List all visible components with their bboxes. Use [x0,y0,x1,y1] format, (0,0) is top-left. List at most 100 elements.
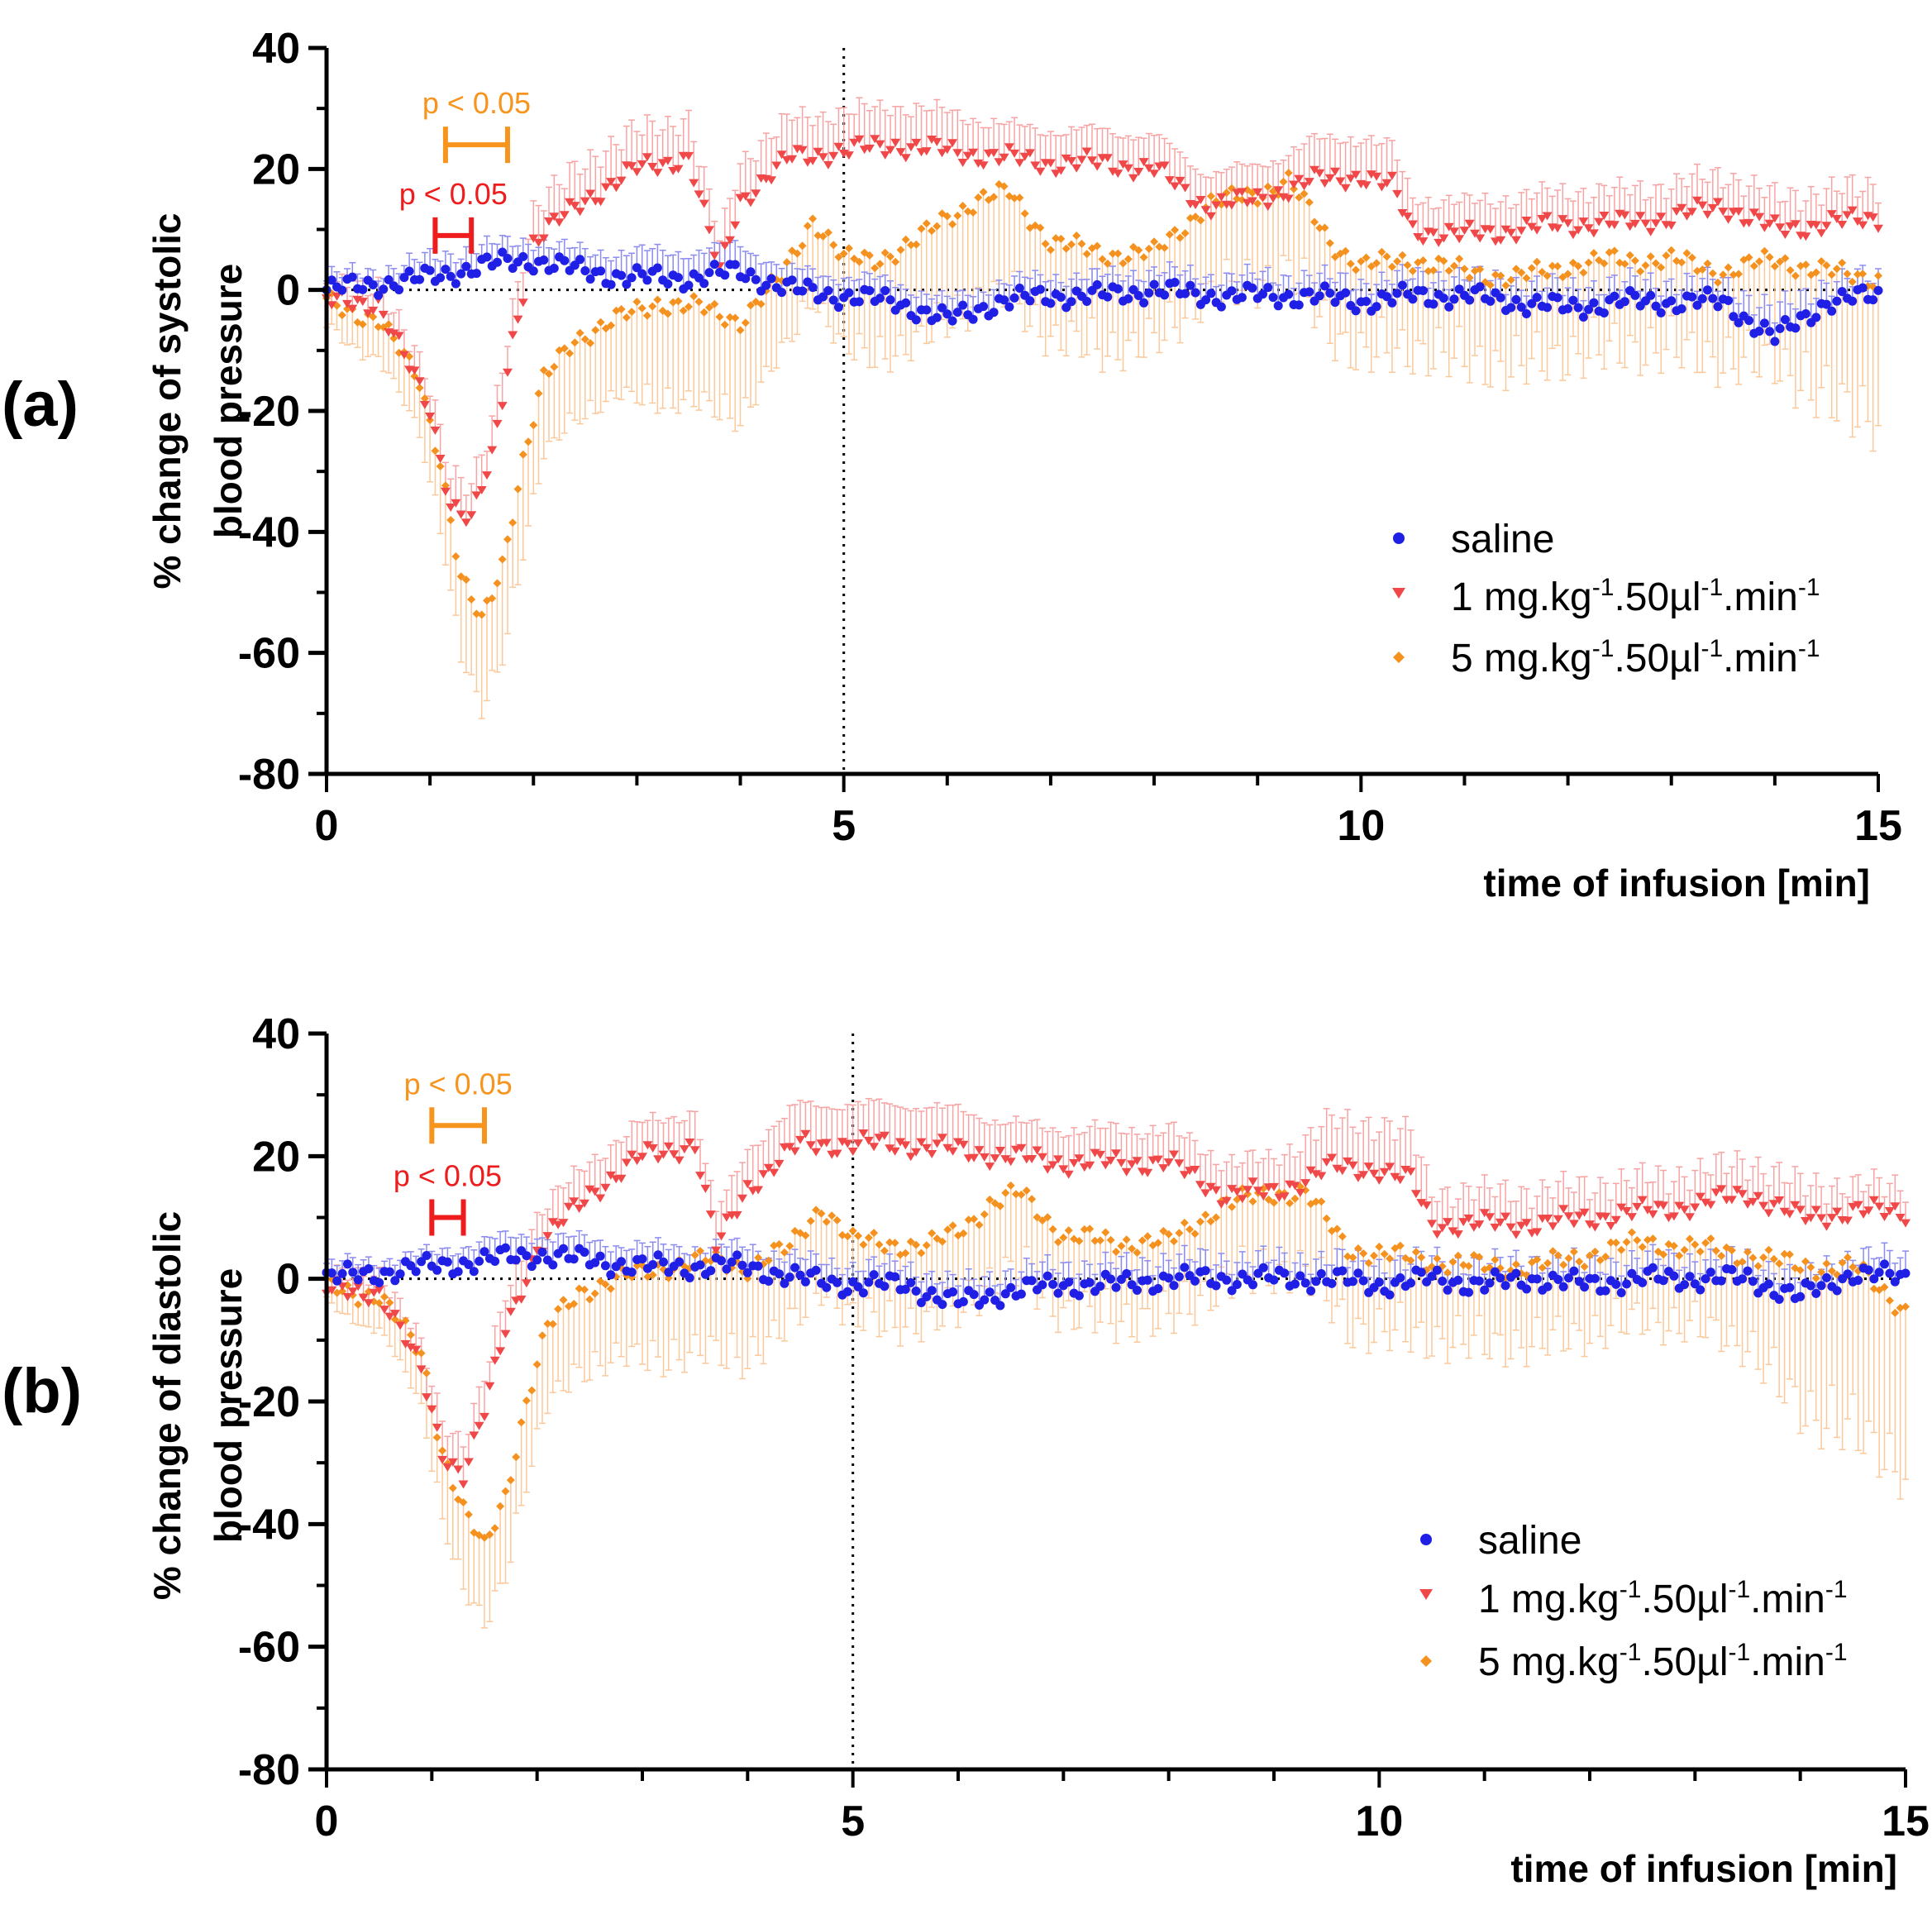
data-point [1475,234,1486,243]
data-point [1061,244,1071,253]
data-point [575,1284,584,1293]
data-point [880,1246,889,1255]
data-point [1558,215,1568,224]
data-point [358,1293,369,1302]
data-point [1081,147,1092,156]
data-point [1180,1218,1189,1227]
data-point [822,1217,831,1226]
data-point [570,260,580,270]
data-point [995,1201,1004,1210]
data-point [1305,198,1314,207]
data-point [411,1345,422,1354]
data-point [1687,292,1697,302]
data-point [808,156,818,165]
data-point [730,221,741,230]
data-point [849,138,860,147]
data-point [922,305,932,315]
data-point [1620,297,1629,307]
data-point [832,1215,842,1225]
data-point [1082,250,1091,259]
data-point [1567,231,1578,240]
data-point [1331,252,1339,261]
significance-annotations: p < 0.05 p < 0.05 [399,86,531,254]
data-point [766,274,776,284]
data-point [1853,217,1863,227]
data-point [1345,174,1356,184]
data-point [1061,154,1071,163]
data-point [337,285,347,295]
data-point [679,1145,689,1154]
data-point [1191,212,1200,222]
data-point [1077,239,1086,248]
data-point [337,1282,348,1291]
data-point [527,1386,537,1395]
data-point [1873,285,1883,295]
data-point [1764,1245,1773,1254]
data-point [399,273,409,283]
data-point [374,290,384,300]
data-point [730,260,740,270]
data-point [1190,201,1201,210]
data-point [1691,1240,1700,1249]
data-point [1252,188,1263,197]
legend-dose1-sup3: -1 [1798,574,1820,601]
data-point [542,1232,553,1241]
data-point [580,1199,589,1208]
data-point [1433,238,1444,247]
data-point [1353,1244,1362,1253]
data-point [1543,1258,1553,1268]
data-point [1054,1238,1062,1247]
data-point [989,308,999,317]
series-dose1 [322,1129,1911,1489]
data-point [801,1231,810,1240]
data-point [347,1287,358,1296]
data-point [508,264,518,273]
data-point [394,348,403,357]
data-point [1765,253,1774,261]
data-point [369,1288,379,1297]
data-point [1438,294,1448,303]
data-point [1516,303,1526,312]
legend-dose5-sup3: -1 [1798,635,1820,662]
data-point [1491,1255,1500,1264]
data-point [1630,256,1639,265]
y-tick-label: 40 [252,25,300,73]
data-point [669,1150,680,1159]
data-point [1744,316,1754,326]
data-point [1408,294,1418,304]
x-axis-title: time of infusion [min] [1483,862,1870,905]
data-point [503,254,513,263]
data-point [974,193,983,202]
data-point [704,226,714,235]
data-point [685,1139,695,1147]
data-point [1061,303,1071,313]
data-point [674,1156,685,1165]
data-point [1832,296,1842,306]
data-point [1144,244,1153,253]
data-point [560,344,569,353]
data-point [1584,304,1594,314]
legend-marker-saline [1393,532,1405,544]
data-point [1686,208,1697,217]
data-point [1325,239,1334,248]
data-point [1885,1296,1894,1305]
data-point [1578,217,1589,227]
data-point [906,1237,915,1246]
data-point [1103,259,1112,268]
data-point [1429,266,1438,275]
data-point [1258,289,1267,299]
data-point [1397,280,1407,290]
data-point [1448,1258,1457,1267]
data-point [1848,296,1858,306]
data-point [875,260,885,269]
data-point [492,419,503,428]
data-point [1351,306,1361,316]
data-point [440,487,451,496]
data-point [384,320,394,329]
data-point [1205,212,1216,221]
data-point [560,255,570,265]
data-point [812,1205,821,1215]
data-point [601,1280,610,1289]
data-point [1149,279,1159,289]
data-point [632,1157,642,1166]
